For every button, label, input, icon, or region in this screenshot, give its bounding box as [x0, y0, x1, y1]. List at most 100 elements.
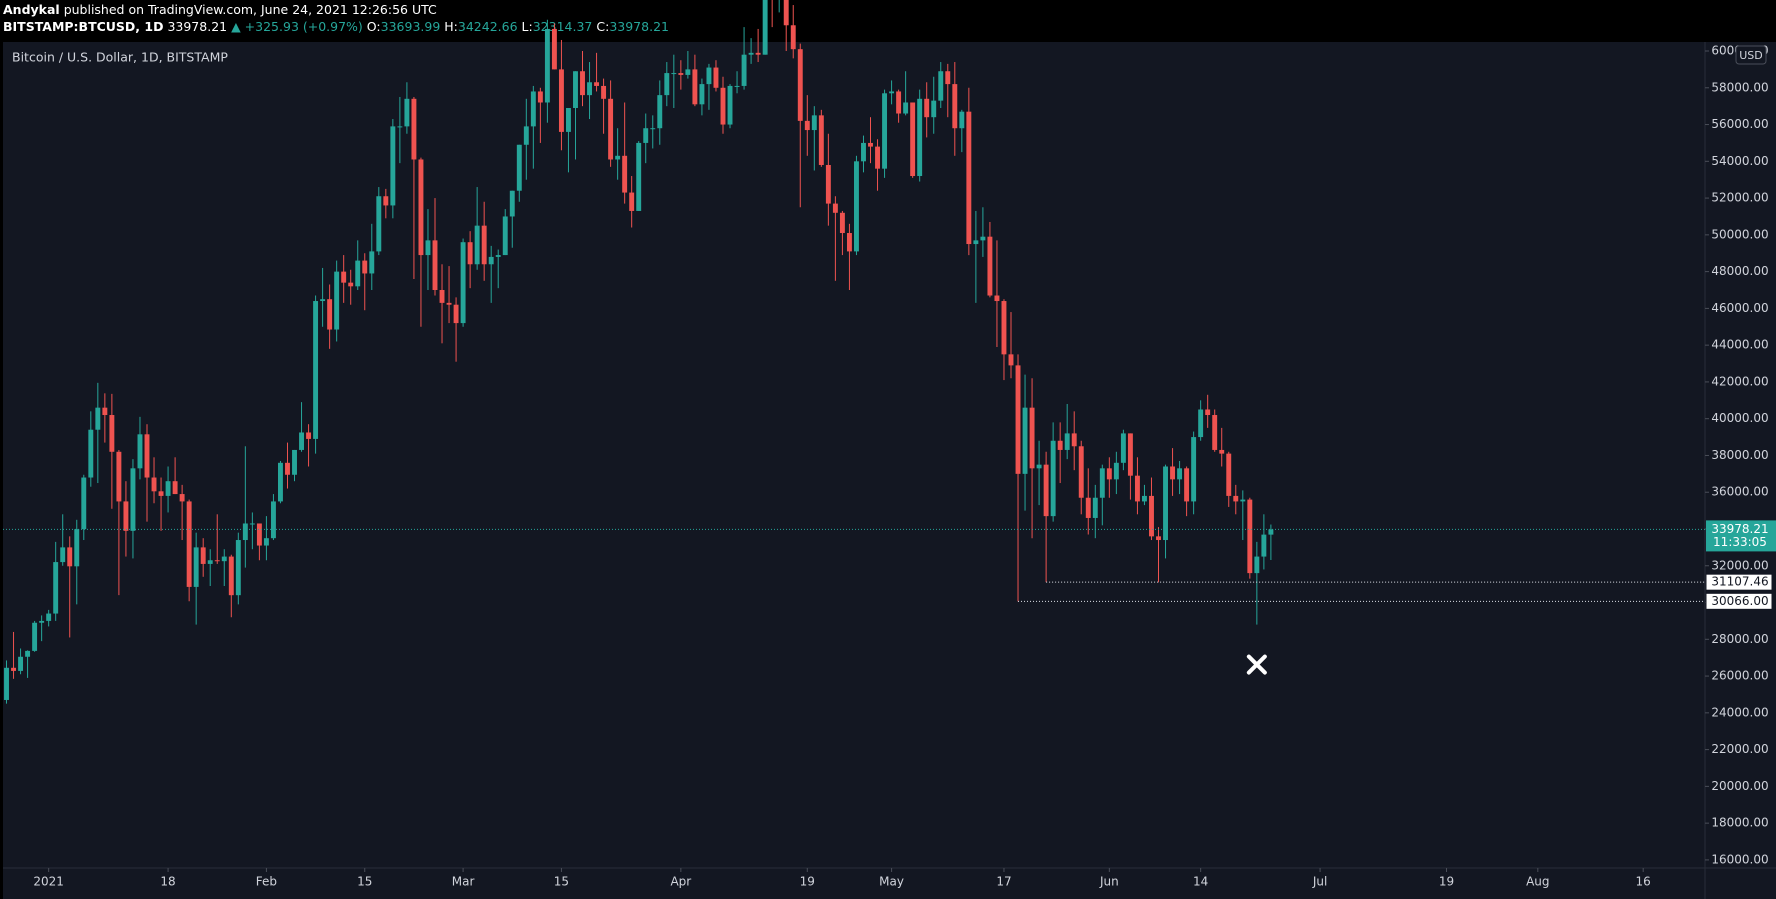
- candle-body: [1064, 433, 1070, 450]
- candle-body: [882, 93, 888, 169]
- candle-body: [910, 102, 916, 177]
- chart-title: Bitcoin / U.S. Dollar, 1D, BITSTAMP: [12, 50, 228, 65]
- candle-body: [678, 73, 684, 75]
- x-tick-label: Apr: [670, 875, 691, 889]
- candle-body: [924, 98, 930, 118]
- y-tick-label: 44000.00: [1711, 338, 1768, 352]
- level-label: 30066.00: [1711, 594, 1768, 608]
- candle-body: [917, 98, 923, 177]
- y-tick-label: 28000.00: [1711, 632, 1768, 646]
- candle-body: [186, 501, 192, 587]
- candle-body: [657, 95, 663, 129]
- candle-body: [1127, 433, 1133, 476]
- candle-body: [355, 260, 361, 287]
- candle-body: [263, 538, 269, 546]
- candle-body: [439, 290, 445, 303]
- candle-body: [102, 407, 108, 416]
- candle-body: [179, 494, 185, 502]
- y-tick-label: 54000.00: [1711, 154, 1768, 168]
- candle-body: [1071, 433, 1077, 447]
- x-tick-label: 17: [996, 875, 1011, 889]
- candle-body: [193, 547, 199, 587]
- candle-body: [425, 240, 431, 256]
- candle-body: [952, 84, 958, 129]
- candle-body: [573, 71, 578, 108]
- candle-body: [1106, 468, 1112, 480]
- level-label-box: [1705, 573, 1773, 591]
- candle-body: [397, 126, 403, 128]
- y-tick-label: 46000.00: [1711, 301, 1768, 315]
- change: ▲ +325.93 (+0.97%): [231, 19, 363, 34]
- candle-body: [165, 481, 171, 496]
- candle-body: [685, 69, 691, 75]
- x-tick-label: 16: [1636, 875, 1651, 889]
- x-tick-label: 14: [1193, 875, 1208, 889]
- candle-body: [1085, 497, 1091, 518]
- y-tick-label: 24000.00: [1711, 705, 1768, 719]
- level-label-box: [1705, 592, 1773, 610]
- candle-body: [664, 73, 670, 96]
- candle-body: [903, 102, 909, 114]
- candle-body: [285, 462, 290, 475]
- y-tick-label: 20000.00: [1711, 779, 1768, 793]
- candle-body: [81, 477, 87, 530]
- candle-body: [1120, 433, 1126, 463]
- candle-body: [636, 142, 642, 211]
- candle-body: [1268, 529, 1274, 535]
- candle-body: [720, 87, 726, 125]
- candle-body: [692, 69, 698, 105]
- candle-body: [1205, 409, 1211, 416]
- candle-body: [11, 667, 16, 671]
- candle-body: [980, 236, 986, 241]
- candle-body: [734, 85, 740, 87]
- candle-body: [32, 622, 38, 651]
- candle-body: [537, 91, 543, 103]
- candle-body: [474, 225, 480, 265]
- candle-body: [1198, 409, 1204, 438]
- candle-body: [1113, 462, 1119, 480]
- candle-body: [200, 547, 206, 564]
- candle-body: [959, 111, 965, 129]
- candle-body: [369, 251, 375, 274]
- candle-body: [390, 126, 396, 206]
- candle-body: [938, 71, 944, 101]
- candle-body: [109, 415, 115, 452]
- candle-body: [1008, 354, 1014, 366]
- candle-body: [755, 52, 761, 55]
- x-tick-label: Jun: [1099, 875, 1119, 889]
- candle-body: [481, 225, 487, 265]
- candle-body: [341, 271, 347, 283]
- x-tick-label: Jul: [1312, 875, 1327, 889]
- x-tick-label: 19: [800, 875, 815, 889]
- ohlc-o-key: O:: [367, 19, 381, 34]
- marker-cross: [1246, 654, 1267, 675]
- header-line-1: Andykal published on TradingView.com, Ju…: [3, 2, 437, 17]
- candle-body: [811, 115, 817, 131]
- candle-body: [18, 656, 24, 671]
- candle-body: [846, 233, 852, 252]
- candle-body: [966, 111, 972, 245]
- candle-body: [1233, 495, 1239, 502]
- candle-body: [53, 562, 59, 614]
- currency-badge: [1735, 45, 1767, 65]
- candle-body: [727, 85, 733, 125]
- candle-body: [1057, 440, 1063, 450]
- candle-body: [95, 407, 101, 430]
- candle-body: [1261, 534, 1267, 557]
- candle-body: [488, 256, 494, 265]
- candle-body: [495, 255, 501, 257]
- candle-body: [334, 271, 340, 330]
- candle-body: [699, 84, 705, 105]
- x-tick-label: 18: [160, 875, 175, 889]
- candle-body: [566, 107, 571, 132]
- candle-body: [453, 304, 459, 324]
- candle-body: [544, 28, 550, 103]
- x-tick-label: 2021: [33, 875, 64, 889]
- candle-body: [580, 71, 585, 96]
- candle-body: [172, 481, 178, 495]
- y-tick-label: 18000.00: [1711, 816, 1768, 830]
- candle-body: [861, 142, 866, 162]
- time-axis: [3, 868, 1776, 899]
- candle-body: [509, 190, 515, 217]
